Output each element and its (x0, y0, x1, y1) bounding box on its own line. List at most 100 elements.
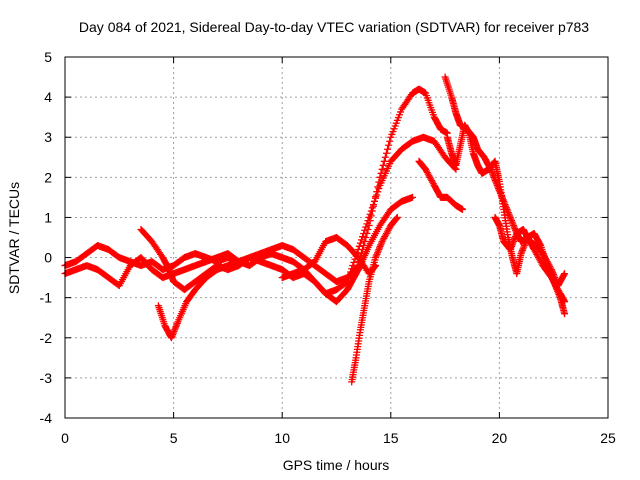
data-point (508, 241, 516, 249)
data-point (370, 263, 378, 271)
data-point (347, 268, 355, 276)
data-point (560, 271, 568, 279)
chart-title: Day 084 of 2021, Sidereal Day-to-day VTE… (79, 19, 589, 35)
x-tick-label: 25 (600, 430, 616, 446)
x-tick-labels: 0 5 10 15 20 25 (61, 430, 616, 446)
data-point (350, 258, 358, 266)
data-point (505, 210, 513, 218)
data-point (376, 242, 384, 250)
data-point (380, 157, 388, 165)
data-point (510, 236, 518, 244)
data-point (491, 177, 499, 185)
data-point (372, 262, 380, 270)
data-point (507, 215, 515, 223)
data-point (376, 244, 384, 252)
data-point (518, 246, 526, 254)
data-point (377, 239, 385, 247)
data-point (372, 252, 380, 260)
data-point (458, 205, 466, 213)
data-point (382, 149, 390, 157)
series-track-h (415, 157, 466, 213)
y-tick-label: -3 (40, 370, 53, 386)
y-tick-label: 2 (44, 169, 52, 185)
data-point (521, 240, 529, 248)
data-point (519, 245, 527, 253)
data-point (371, 262, 379, 270)
data-point (561, 270, 569, 278)
data-points (61, 73, 569, 386)
y-axis-label: SDTVAR / TECUs (6, 182, 22, 294)
data-point (363, 220, 371, 228)
x-tick-label: 10 (274, 430, 290, 446)
data-point (171, 326, 179, 334)
data-point (368, 204, 376, 212)
data-point (393, 214, 401, 222)
data-point (367, 207, 375, 215)
data-point (490, 158, 498, 166)
x-tick-label: 5 (170, 430, 178, 446)
data-point (172, 323, 180, 331)
plot-frame (64, 56, 609, 419)
data-point (372, 254, 380, 262)
data-point (365, 213, 373, 221)
series-track-g (443, 121, 569, 306)
data-point (373, 191, 381, 199)
data-point (374, 188, 382, 196)
data-point (508, 217, 516, 225)
data-point (551, 274, 559, 282)
y-tick-label: -1 (40, 290, 53, 306)
y-tick-label: -4 (40, 410, 53, 426)
y-tick-label: 4 (44, 89, 52, 105)
data-point (409, 193, 417, 201)
x-tick-label: 20 (492, 430, 508, 446)
data-point (378, 165, 386, 173)
data-point (362, 223, 370, 231)
data-point (386, 137, 394, 145)
data-point (520, 243, 528, 251)
data-point (561, 298, 569, 306)
data-point (362, 234, 370, 241)
data-point (548, 267, 556, 275)
data-point (361, 226, 369, 234)
data-point (385, 141, 393, 149)
data-point (518, 248, 526, 256)
grid-lines (65, 57, 608, 418)
y-tick-labels: -4 -3 -2 -1 0 1 2 3 4 5 (40, 49, 53, 426)
data-point (361, 238, 369, 246)
data-point (511, 234, 519, 242)
x-axis-label: GPS time / hours (283, 457, 390, 473)
data-point (561, 310, 569, 318)
data-point (173, 321, 181, 329)
series-track-b (61, 133, 460, 298)
data-point (235, 258, 243, 266)
data-point (392, 215, 400, 223)
data-point (509, 220, 517, 228)
data-point (550, 272, 558, 280)
data-point (508, 218, 516, 226)
data-point (170, 327, 178, 335)
data-point (507, 244, 515, 252)
data-point (372, 194, 380, 202)
y-tick-label: 5 (44, 49, 52, 65)
data-point (366, 210, 374, 218)
data-point (549, 270, 557, 278)
data-point (511, 225, 519, 233)
data-point (510, 238, 518, 246)
data-point (510, 221, 518, 229)
data-point (169, 331, 177, 339)
data-point (356, 239, 364, 247)
data-point (488, 169, 496, 177)
data-point (377, 241, 385, 249)
data-point (169, 329, 177, 337)
data-point (506, 246, 514, 254)
data-point (369, 201, 377, 209)
y-tick-label: 0 (44, 250, 52, 266)
data-point (375, 246, 383, 254)
data-point (549, 269, 557, 277)
data-point (517, 250, 525, 258)
data-point (360, 229, 368, 237)
series-track-a (61, 85, 451, 286)
data-point (504, 207, 512, 215)
data-point (359, 233, 367, 241)
